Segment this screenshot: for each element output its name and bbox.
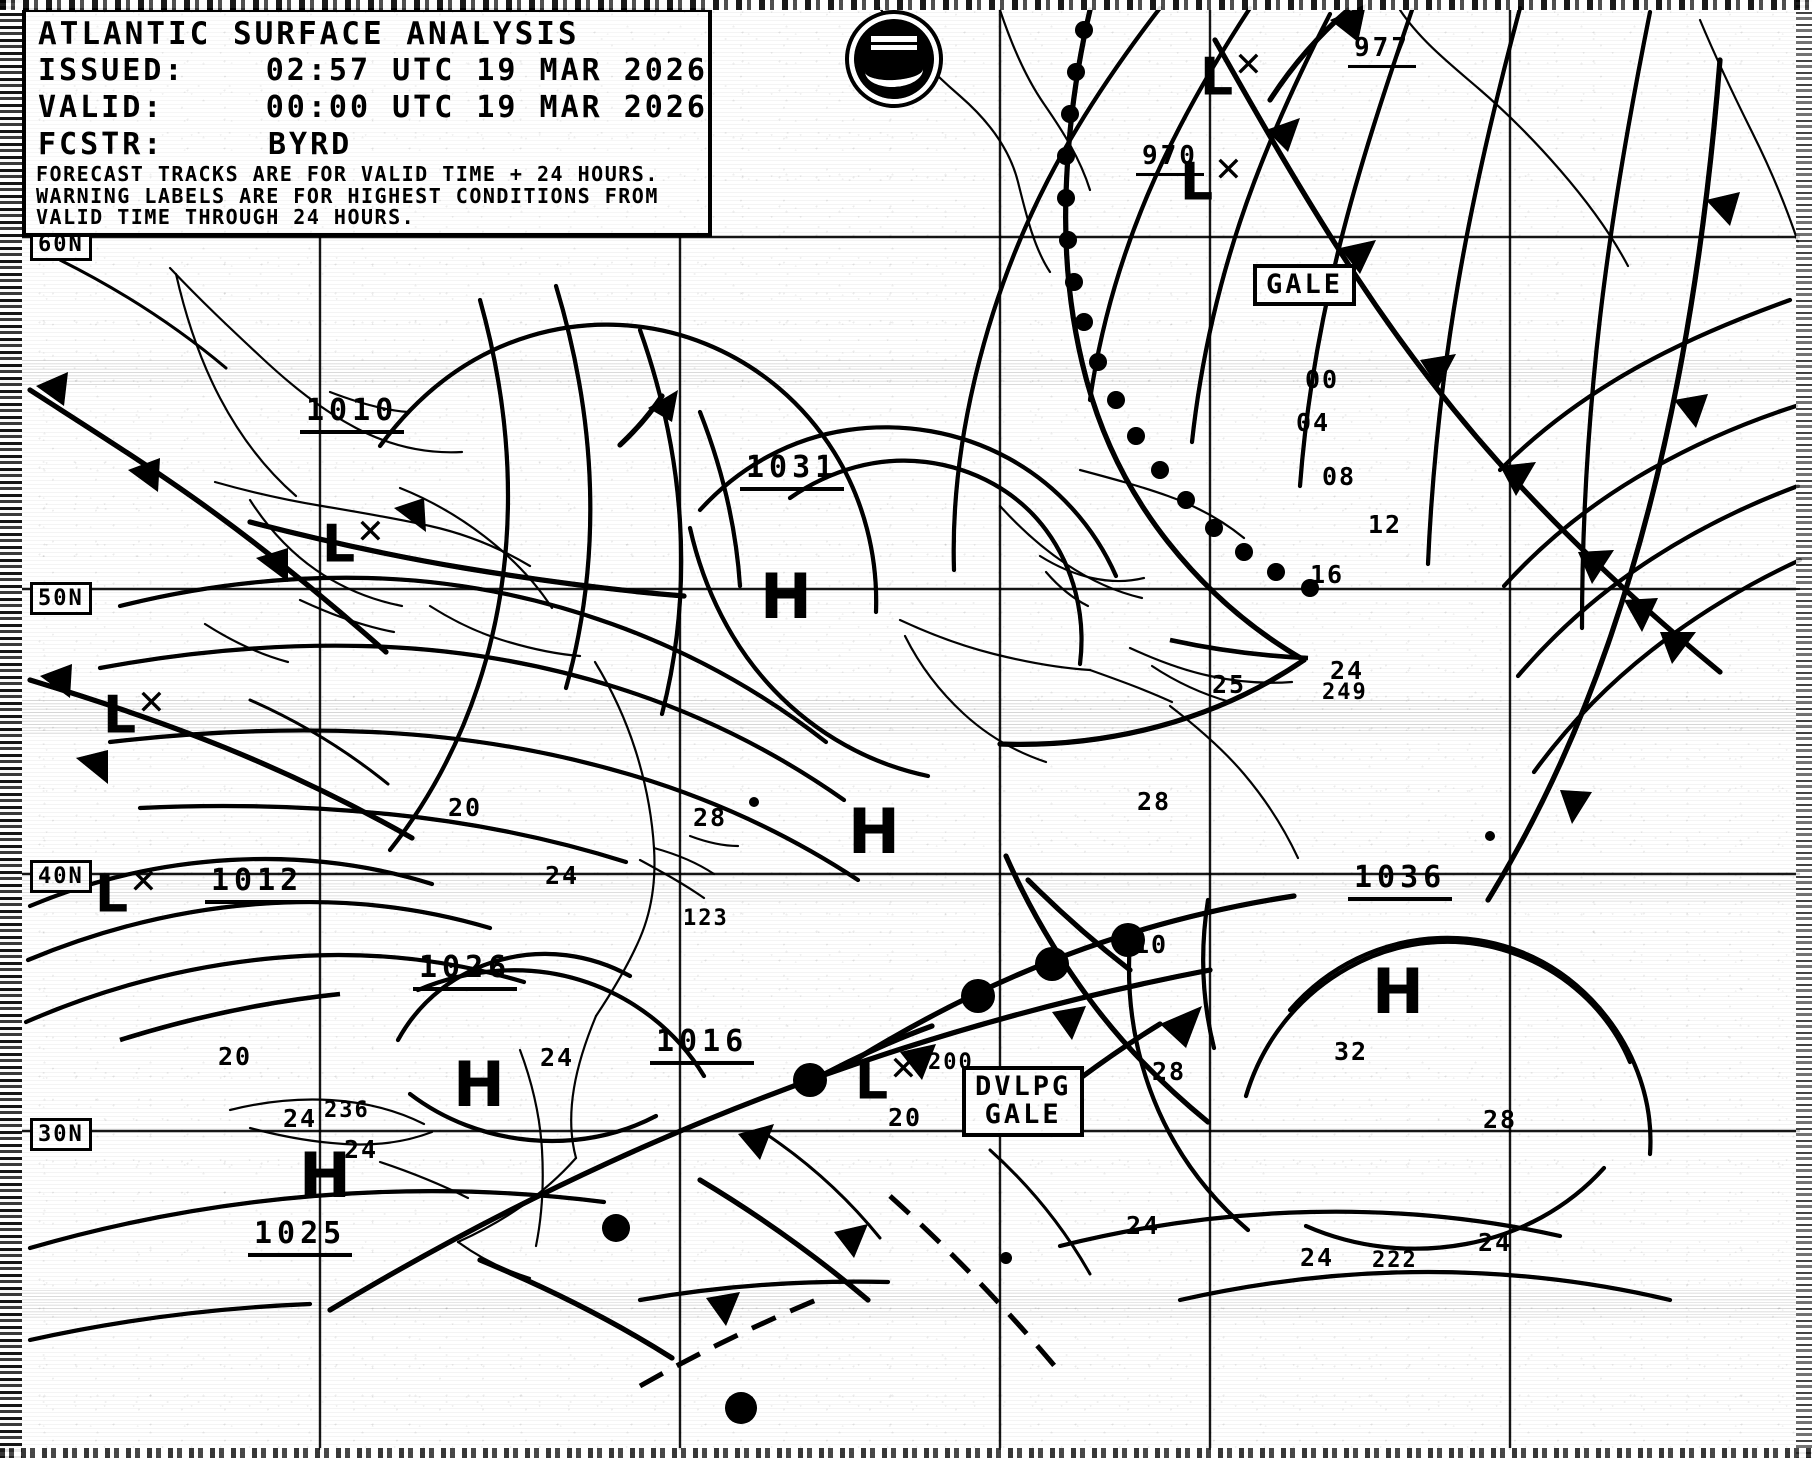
scan-edge-left	[0, 0, 22, 1458]
warm-front-bumps	[961, 923, 1145, 1013]
pressure-center-high-azores: H	[1372, 955, 1425, 1028]
warning-label-line-0: DVLPG	[975, 1071, 1072, 1102]
issued-value: 02:57 UTC 19 MAR 2026	[265, 53, 708, 88]
issued-label: ISSUED:	[38, 53, 186, 88]
map-numeral-1: 04	[1296, 408, 1331, 437]
warning-label-line-1: GALE	[984, 1099, 1062, 1131]
pressure-center-low-canada: L✕	[322, 512, 386, 575]
map-numeral-21: 236	[324, 1098, 370, 1123]
pressure-center-low-westedge: L✕	[103, 683, 167, 746]
cold-front-pips-ne	[1266, 118, 1696, 664]
disclaimer-box: FORECAST TRACKS ARE FOR VALID TIME + 24 …	[22, 160, 712, 237]
pressure-center-high-bermuda: H	[453, 1048, 506, 1121]
scan-edge-right	[1796, 0, 1812, 1458]
forecaster-label: FCSTR:	[38, 127, 165, 162]
isobar-label-1031-1: 1031	[740, 450, 845, 491]
coordinate-label-40N: 40N	[30, 860, 92, 893]
isobar-label-1025-6: 1025	[248, 1216, 353, 1257]
pressure-center-high-midatl: H	[848, 795, 901, 868]
map-numeral-5: 24	[1330, 656, 1365, 685]
map-numeral-22: 24	[344, 1135, 379, 1164]
low-center-x-icon: ✕	[1234, 45, 1264, 85]
valid-label: VALID:	[38, 90, 165, 125]
map-numeral-19: 20	[888, 1103, 923, 1132]
isobar-label-1026-4: 1026	[413, 950, 518, 991]
pressure-center-low-iceland: L✕	[1180, 150, 1244, 213]
low-center-x-icon: ✕	[137, 683, 167, 723]
map-numeral-8: 28	[1137, 787, 1172, 816]
pressure-center-low-greenland: L✕	[1200, 45, 1264, 108]
forecast-track-arrows	[617, 4, 1366, 1133]
map-numeral-26: 24	[1478, 1228, 1513, 1257]
disclaimer-line-2: WARNING LABELS ARE FOR HIGHEST CONDITION…	[36, 183, 659, 208]
scan-edge-bottom	[0, 1448, 1812, 1458]
frontal-boundaries	[27, 7, 1740, 1389]
disclaimer-line-3: VALID TIME THROUGH 24 HOURS.	[36, 205, 416, 230]
isobar-label-977-7: 977	[1348, 33, 1416, 68]
map-numeral-2: 08	[1322, 462, 1357, 491]
pressure-center-high-central: H	[760, 560, 813, 633]
cold-front-pips-far-sw	[706, 1224, 868, 1326]
pressure-center-high-caribbean: H	[299, 1139, 352, 1212]
map-numeral-13: 10	[1134, 930, 1169, 959]
page-title: ATLANTIC SURFACE ANALYSIS	[38, 16, 580, 52]
map-numeral-14: 28	[1152, 1057, 1187, 1086]
occluded-front-dots	[1057, 21, 1319, 597]
warning-label-line-0: GALE	[1266, 269, 1344, 300]
cold-front-pips-canada	[36, 372, 426, 582]
map-numeral-3: 12	[1368, 510, 1403, 539]
noaa-logo-disc	[854, 19, 934, 99]
map-numeral-17: 24	[540, 1043, 575, 1072]
map-numeral-9: 20	[448, 793, 483, 822]
warning-label-dvlpg-gale[interactable]: DVLPG GALE	[962, 1066, 1085, 1137]
forecaster-value: BYRD	[268, 127, 353, 162]
isobar-label-1010-0: 1010	[300, 393, 405, 434]
station-plots	[602, 797, 1495, 1424]
map-numeral-11: 24	[545, 861, 580, 890]
map-numeral-10: 28	[693, 803, 728, 832]
isobar-label-1036-3: 1036	[1348, 860, 1453, 901]
map-numeral-15: 32	[1334, 1037, 1369, 1066]
low-center-x-icon: ✕	[1214, 150, 1244, 190]
issued-row: ISSUED: 02:57 UTC 19 MAR 2026	[26, 52, 708, 89]
noaa-logo-bar	[871, 36, 917, 50]
isobar-label-1012-2: 1012	[205, 863, 310, 904]
coordinate-label-50N: 50N	[30, 582, 92, 615]
pressure-center-low-nwatl: L✕	[95, 862, 159, 925]
map-numeral-12: 123	[683, 906, 729, 931]
valid-row: VALID: 00:00 UTC 19 MAR 2026	[26, 89, 708, 126]
cold-front-pips-far-ne	[1560, 192, 1740, 824]
cold-front-pips-west	[40, 664, 108, 784]
map-numeral-24: 24	[1126, 1211, 1161, 1240]
disclaimer-line-1: FORECAST TRACKS ARE FOR VALID TIME + 24 …	[36, 162, 659, 186]
map-numeral-4: 16	[1310, 560, 1345, 589]
pressure-center-low-dvlpg-gale: L✕	[855, 1049, 919, 1112]
cold-front-pips-sw	[738, 1006, 1086, 1160]
map-numeral-27: 222	[1372, 1248, 1418, 1273]
map-numeral-20: 24	[283, 1104, 318, 1133]
isobar-label-1016-5: 1016	[650, 1024, 755, 1065]
valid-value: 00:00 UTC 19 MAR 2026	[265, 90, 708, 125]
isobar-label-970-8: 970	[1136, 141, 1204, 176]
scan-edge-top	[0, 0, 1812, 10]
low-center-x-icon: ✕	[889, 1049, 919, 1089]
forecaster-row: FCSTR: BYRD	[26, 126, 708, 163]
map-numeral-6: 249	[1322, 680, 1368, 705]
map-numeral-23: 28	[1483, 1105, 1518, 1134]
low-center-x-icon: ✕	[129, 862, 159, 902]
warning-label-gale-north[interactable]: GALE	[1253, 264, 1357, 307]
map-numeral-0: 00	[1305, 365, 1340, 394]
noaa-logo-icon	[845, 10, 943, 108]
coordinate-label-30N: 30N	[30, 1118, 92, 1151]
isobar-contours	[23, 5, 1803, 1343]
low-center-x-icon: ✕	[356, 512, 386, 552]
map-numeral-16: 20	[218, 1042, 253, 1071]
map-numeral-7: 25	[1212, 670, 1247, 699]
map-numeral-25: 24	[1300, 1243, 1335, 1272]
